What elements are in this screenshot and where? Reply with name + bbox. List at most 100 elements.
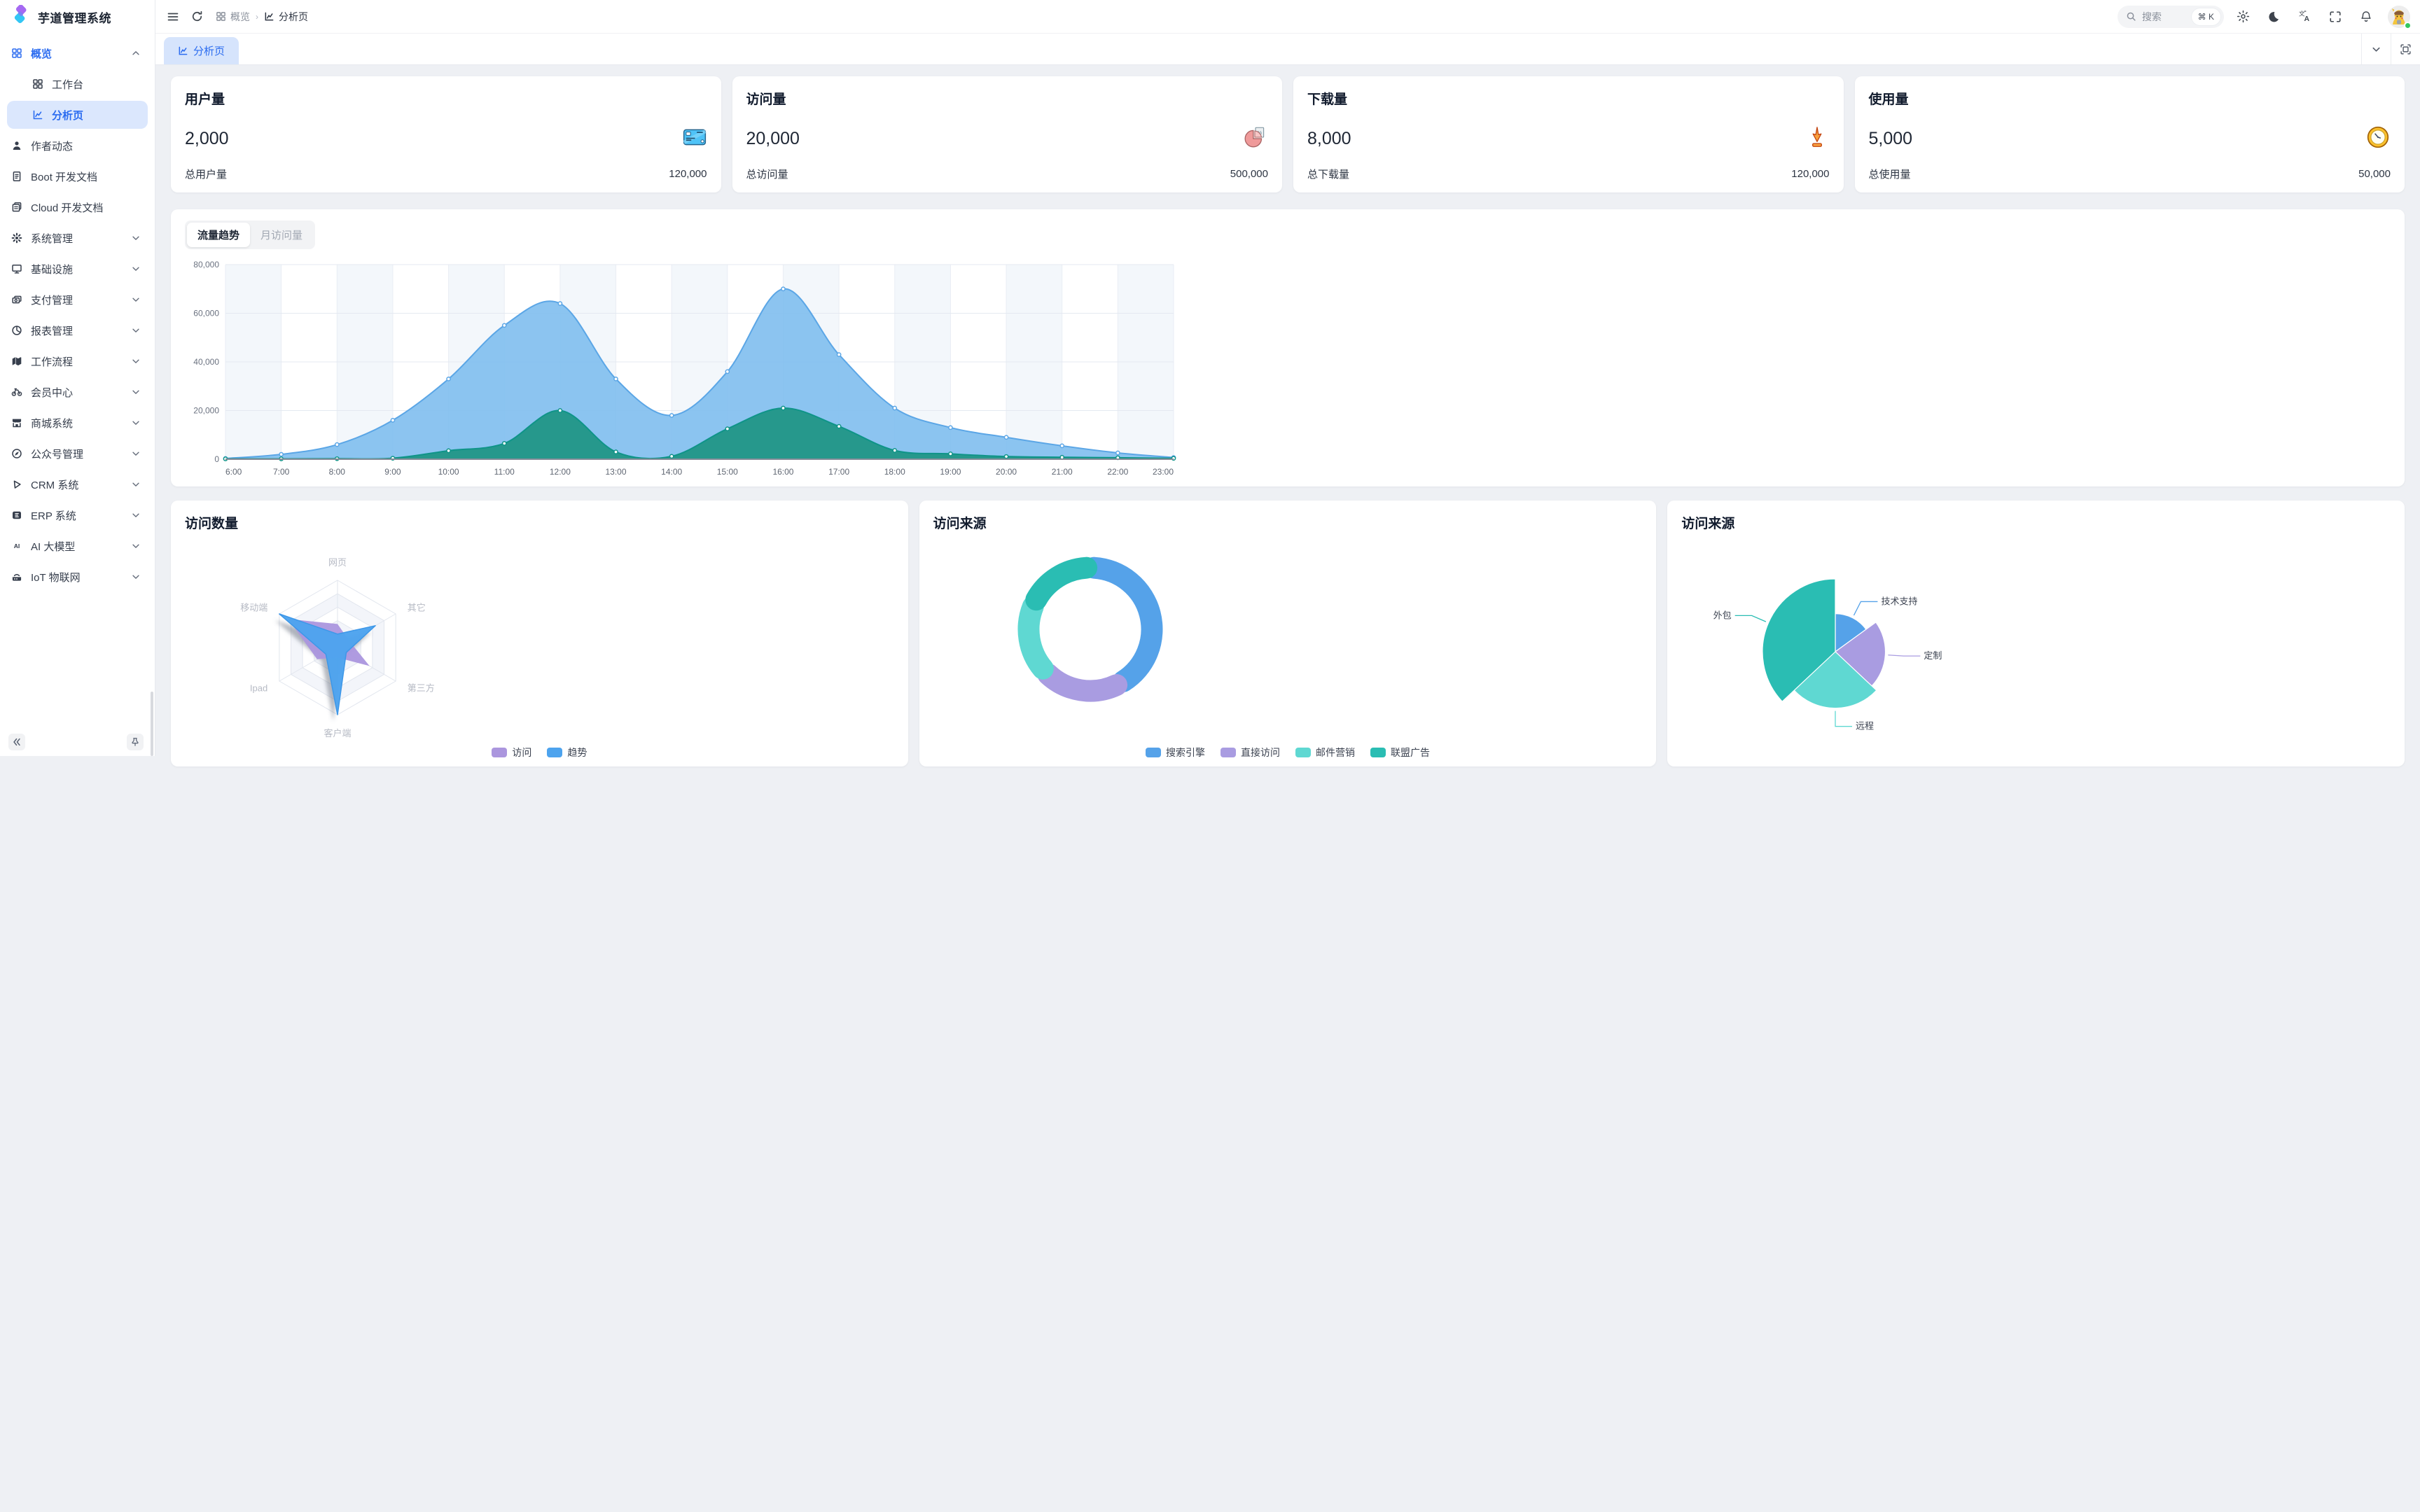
search-input[interactable]: 搜索 ⌘ K [2118,5,2224,28]
svg-text:0: 0 [214,454,219,464]
chart-icon [265,12,274,21]
sidebar-item-infra[interactable]: 基础设施 [7,255,148,283]
user-icon [11,140,22,151]
dark-mode-moon-icon[interactable] [2262,5,2286,29]
fullscreen-icon[interactable] [2323,5,2347,29]
svg-text:22:00: 22:00 [1107,467,1128,477]
breadcrumb-item-overview[interactable]: 概览 [216,10,250,24]
stat-total-label: 总用户量 [185,169,228,181]
stat-value: 5,000 [1868,129,1913,148]
sidebar-item-label: 公众号管理 [31,448,84,461]
iot-icon [11,571,22,582]
sidebar-item-label: 作者动态 [31,140,74,153]
breadcrumb-item-analysis[interactable]: 分析页 [264,10,308,24]
sidebar-item-author[interactable]: 作者动态 [7,132,148,160]
radar-legend: 访问 趋势 [171,746,908,760]
svg-text:8:00: 8:00 [329,467,346,477]
svg-text:20:00: 20:00 [996,467,1017,477]
sidebar-item-analysis[interactable]: 分析页 [7,101,148,129]
sidebar-item-label: Boot 开发文档 [31,171,98,183]
visit-source-rose-card: 访问来源 技术支持 定制 远程 外包 [1667,500,2405,766]
sidebar-item-boot-doc[interactable]: Boot 开发文档 [7,162,148,190]
sidebar-collapse-button[interactable] [8,734,25,750]
visit-count-card: 访问数量 网页 其它 第三方 客户端 Ipad 移动端 访问 趋势 [171,500,908,766]
chevron-down-icon [131,510,141,520]
sidebar-item-payment[interactable]: 支付管理 [7,286,148,314]
sidebar-item-label: 分析页 [52,109,84,122]
chevron-down-icon [131,264,141,274]
monitor-icon [11,263,22,274]
sidebar-scrollbar[interactable] [151,692,153,756]
sidebar-item-crm[interactable]: CRM 系统 [7,470,148,498]
sidebar-item-label: 工作流程 [31,356,74,368]
legend-item[interactable]: 访问 [492,746,531,760]
sidebar-item-workbench[interactable]: 工作台 [7,70,148,98]
stat-title: 用户量 [185,92,225,107]
sidebar-item-member[interactable]: 会员中心 [7,378,148,406]
svg-text:23:00: 23:00 [1153,467,1174,477]
settings-gear-icon[interactable] [2231,5,2255,29]
legend-item[interactable]: 搜索引擎 [1146,746,1205,760]
tab-traffic-trend[interactable]: 流量趋势 [187,223,251,247]
pin-icon[interactable] [127,734,144,750]
svg-text:6:00: 6:00 [225,467,242,477]
card-title: 访问数量 [185,517,239,531]
credit-card-icon [682,125,707,153]
user-avatar[interactable] [2388,5,2412,29]
sidebar-item-mp[interactable]: 公众号管理 [7,440,148,468]
sidebar-item-report[interactable]: 报表管理 [7,316,148,344]
tab-options-chevron-icon[interactable] [2361,34,2391,64]
sidebar-item-label: 基础设施 [31,263,74,276]
traffic-trend-chart[interactable]: 0 20,000 40,000 60,000 80,000 6:00 7:00 8:00 9:0… [185,255,1180,480]
app-logo-row[interactable]: 芋道管理系统 [0,0,155,34]
svg-text:Ipad: Ipad [250,683,267,694]
app-title: 芋道管理系统 [38,11,111,25]
chevron-down-icon [131,479,141,489]
chevron-down-icon [131,572,141,582]
svg-text:定制: 定制 [1924,650,1942,661]
sidebar-item-system[interactable]: 系统管理 [7,224,148,252]
sidebar-item-mall[interactable]: 商城系统 [7,409,148,437]
payment-icon [11,294,22,305]
content-maximize-icon[interactable] [2391,34,2420,64]
sidebar-item-label: 会员中心 [31,386,74,399]
main-content: 用户量 2,000 总用户量 120,000 访问量 20,000 % 总访 [155,65,2420,1512]
stat-title: 下载量 [1307,92,1348,107]
legend-item[interactable]: 趋势 [547,746,587,760]
sidebar-item-ai[interactable]: AI AI 大模型 [7,532,148,560]
online-status-dot [2404,21,2412,29]
stat-total-label: 总使用量 [1868,169,1911,181]
doc-icon [11,171,22,182]
sidebar-item-workflow[interactable]: 工作流程 [7,347,148,375]
traffic-trend-card: 流量趋势 月访问量 0 20,000 40,000 60,000 80,000 6:00 7… [171,209,2405,486]
compass-icon [11,448,22,459]
sidebar-item-cloud-doc[interactable]: Cloud 开发文档 [7,193,148,221]
sidebar-item-iot[interactable]: IoT 物联网 [7,563,148,591]
stat-cards-row: 用户量 2,000 总用户量 120,000 访问量 20,000 % 总访 [171,76,2405,192]
sidebar-item-label: 商城系统 [31,417,74,430]
sidebar-item-overview[interactable]: 概览 [7,39,148,67]
hamburger-menu-icon[interactable] [161,5,185,29]
stat-card-downloads: 下载量 8,000 总下载量 120,000 [1293,76,1844,192]
tab-analysis[interactable]: 分析页 [164,37,239,64]
svg-text:9:00: 9:00 [384,467,401,477]
svg-text:移动端: 移动端 [240,602,267,612]
sidebar-item-label: 报表管理 [31,325,74,337]
chart-icon [178,46,188,56]
legend-item[interactable]: 邮件营销 [1295,746,1355,760]
legend-item[interactable]: 联盟广告 [1370,746,1430,760]
stat-total-value: 120,000 [1791,168,1830,180]
tab-monthly-visits[interactable]: 月访问量 [260,230,303,241]
stat-total-value: 120,000 [669,168,707,180]
sidebar-item-erp[interactable]: ERP 系统 [7,501,148,529]
visit-source-donut-chart[interactable] [919,537,1253,740]
legend-item[interactable]: 直接访问 [1221,746,1280,760]
notification-bell-icon[interactable] [2354,5,2378,29]
refresh-icon[interactable] [185,5,209,29]
chart-icon [32,109,43,120]
